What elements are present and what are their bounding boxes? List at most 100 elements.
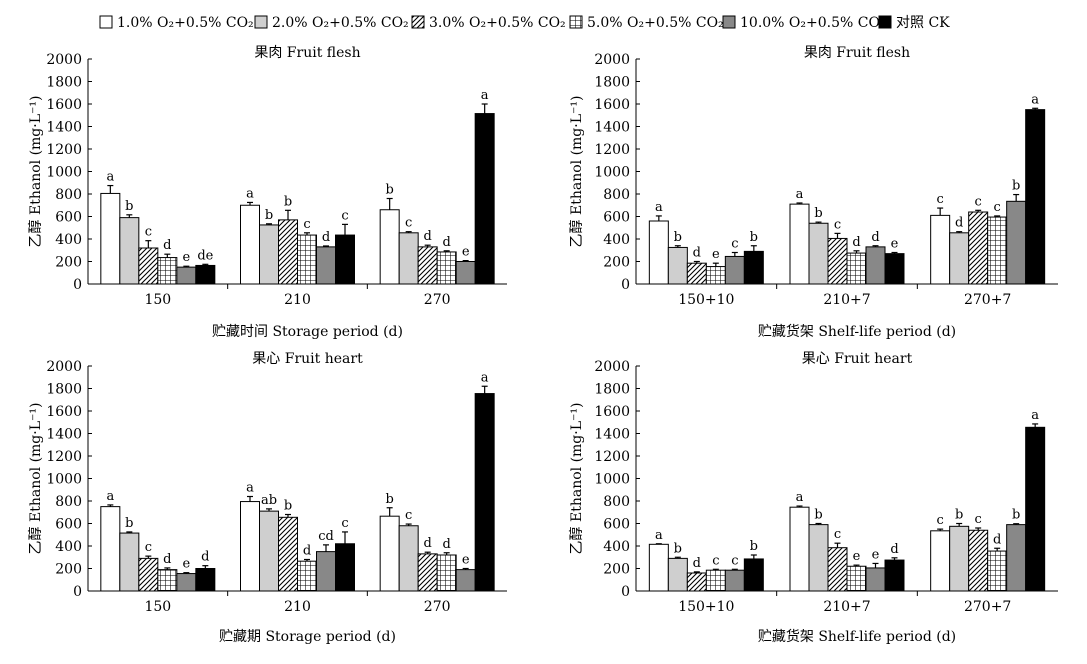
y-tick-label: 1600 (46, 404, 82, 420)
bar (667, 557, 688, 592)
y-tick-label: 600 (603, 517, 630, 533)
bar (278, 516, 298, 592)
bar (195, 568, 216, 592)
y-tick-label: 1000 (594, 165, 630, 181)
x-tick-label: 270 (424, 292, 451, 308)
bar (297, 560, 317, 592)
bar (259, 224, 279, 285)
x-tick-label: 150 (144, 292, 171, 308)
y-tick-label: 800 (603, 494, 630, 510)
chart-panel: 0 200 400 600 800 1000 1200 1400 1600 1800 2000 果肉 … (27, 45, 507, 340)
legend-swatch (254, 15, 268, 29)
legend-label: 2.0% O₂+0.5% CO₂ (272, 15, 409, 31)
significance-letter: c (341, 516, 348, 531)
legend-item: 10.0% O₂+0.5% CO₂ (722, 15, 886, 31)
bar (1006, 200, 1027, 285)
bar (316, 246, 336, 285)
bar (686, 572, 707, 592)
significance-letter: a (796, 490, 804, 505)
bar (474, 113, 495, 285)
x-tick-label: 210+7 (823, 292, 870, 308)
y-tick-label: 1400 (46, 120, 82, 136)
bar (968, 211, 989, 285)
bar (100, 506, 121, 592)
significance-letter: d (163, 552, 171, 567)
bar (987, 216, 1008, 285)
significance-letter: c (834, 217, 841, 232)
x-tick-label: 270 (424, 599, 451, 615)
bar (176, 573, 197, 592)
legend-swatch (569, 15, 583, 29)
y-tick-label: 200 (603, 255, 630, 271)
significance-letter: a (246, 186, 254, 201)
legend-item: 2.0% O₂+0.5% CO₂ (254, 15, 409, 31)
significance-letter: a (481, 88, 489, 103)
y-tick-label: 2000 (594, 359, 630, 375)
x-axis-title: 贮藏期 Storage period (d) (219, 629, 396, 645)
bar (743, 558, 764, 592)
significance-letter: c (937, 192, 944, 207)
bar (667, 246, 688, 285)
bar (474, 393, 495, 592)
significance-letter: a (655, 200, 663, 215)
significance-letter: e (182, 557, 190, 572)
significance-letter: d (693, 556, 701, 571)
bar (316, 551, 336, 592)
y-tick-label: 1000 (46, 165, 82, 181)
x-tick-label: 210+7 (823, 599, 870, 615)
bar (195, 264, 216, 285)
y-tick-label: 800 (603, 187, 630, 203)
significance-letter: d (890, 542, 898, 557)
bar (846, 565, 867, 592)
legend-swatch (411, 15, 425, 29)
significance-letter: b (265, 208, 273, 223)
x-tick-label: 150+10 (678, 599, 734, 615)
bar (157, 257, 178, 285)
panel-title: 果心 Fruit heart (252, 351, 363, 367)
y-axis-title: 乙醇 Ethanol (mg·L⁻¹) (568, 96, 585, 248)
y-tick-label: 1000 (594, 472, 630, 488)
significance-letter: d (201, 550, 209, 565)
bar (379, 515, 400, 592)
y-tick-label: 1800 (46, 382, 82, 398)
y-tick-label: 0 (73, 584, 82, 600)
y-tick-label: 1400 (46, 427, 82, 443)
y-tick-label: 800 (55, 187, 82, 203)
bar (176, 266, 197, 285)
significance-letter: c (405, 508, 412, 523)
x-axis-title: 贮藏货架 Shelf-life period (d) (758, 323, 956, 340)
significance-letter: b (1012, 179, 1020, 194)
chart-panel: 0 200 400 600 800 1000 1200 1400 1600 1800 2000 果肉 … (568, 45, 1058, 340)
legend-item: 5.0% O₂+0.5% CO₂ (569, 15, 724, 31)
y-tick-label: 1600 (594, 97, 630, 113)
significance-letter: c (405, 216, 412, 231)
bar (157, 569, 178, 592)
bar (100, 192, 121, 285)
y-tick-label: 200 (55, 562, 82, 578)
y-tick-label: 1000 (46, 472, 82, 488)
significance-letter: b (814, 206, 822, 221)
bar (705, 266, 726, 285)
y-tick-label: 1800 (594, 382, 630, 398)
bar (417, 553, 438, 592)
bar (949, 525, 970, 592)
bar (846, 252, 867, 285)
y-tick-label: 2000 (46, 52, 82, 68)
bar (1025, 109, 1046, 285)
significance-letter: c (731, 237, 738, 252)
y-axis-title: 乙醇 Ethanol (mg·L⁻¹) (568, 403, 585, 555)
y-tick-label: 1200 (46, 142, 82, 158)
significance-letter: b (386, 492, 394, 507)
x-tick-label: 150+10 (678, 292, 734, 308)
significance-letter: b (284, 194, 292, 209)
legend-item: 3.0% O₂+0.5% CO₂ (411, 15, 566, 31)
panel-title: 果心 Fruit heart (802, 351, 913, 367)
significance-letter: b (125, 199, 133, 214)
significance-letter: a (481, 370, 489, 385)
bar (119, 217, 140, 285)
significance-letter: b (125, 516, 133, 531)
significance-letter: b (750, 539, 758, 554)
significance-letter: c (975, 194, 982, 209)
bar (119, 532, 140, 592)
significance-letter: a (655, 528, 663, 543)
